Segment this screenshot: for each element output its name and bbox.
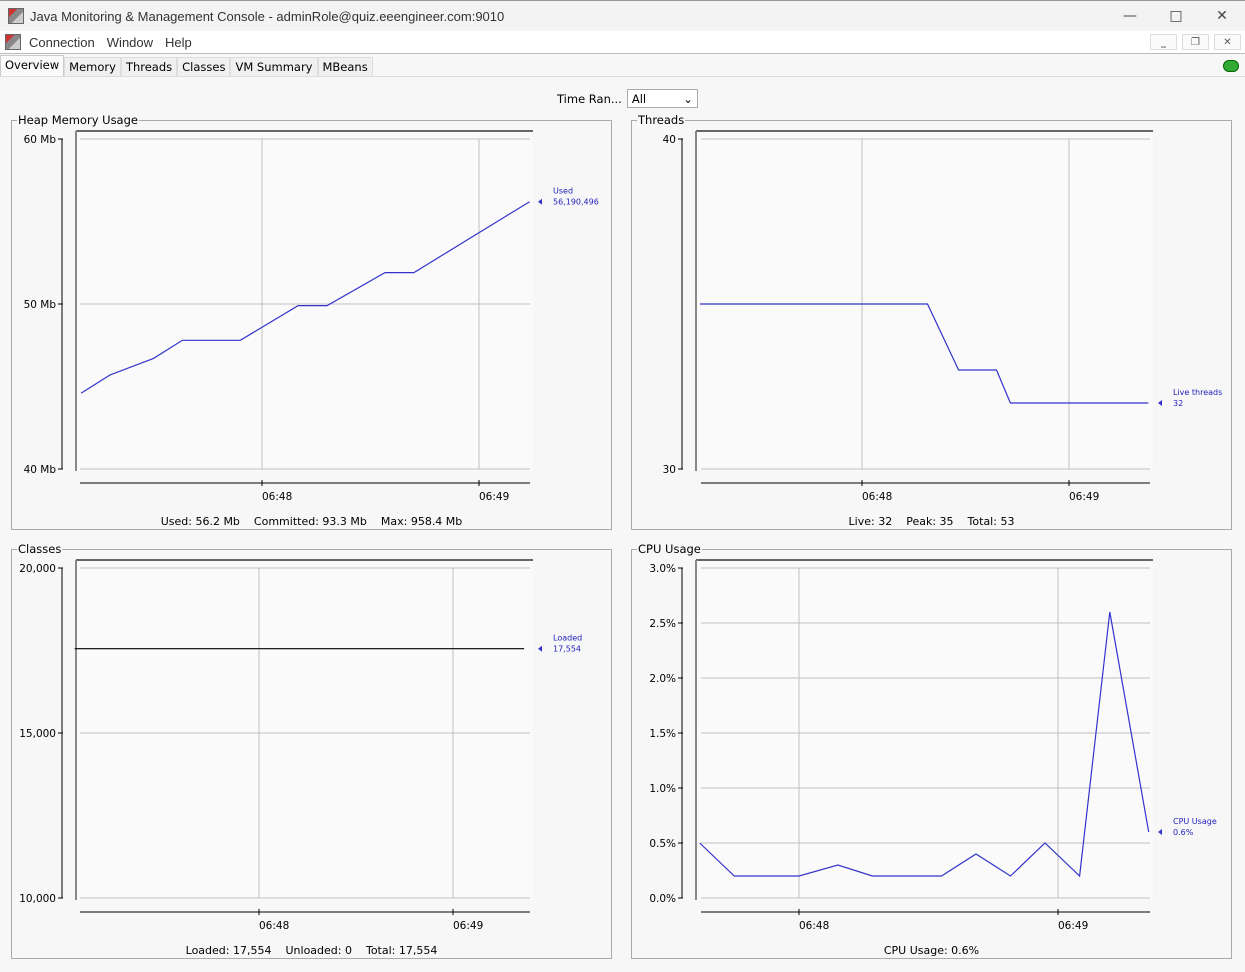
cpu-usage-panel: CPU Usage CPU Usage: 0.6% xyxy=(631,543,1232,959)
threads-peak: Peak: 35 xyxy=(906,515,954,528)
frame-restore-button[interactable]: ❐ xyxy=(1182,34,1209,50)
classes-unloaded: Unloaded: 0 xyxy=(285,944,352,957)
window-title: Java Monitoring & Management Console - a… xyxy=(30,8,505,24)
classes-panel: Classes Loaded: 17,554 Unloaded: 0 Total: … xyxy=(11,543,612,959)
tab-vm-summary[interactable]: VM Summary xyxy=(230,57,318,76)
heap-committed: Committed: 93.3 Mb xyxy=(253,515,367,528)
panel-title: CPU Usage xyxy=(637,542,702,556)
threads-total: Total: 53 xyxy=(967,515,1015,528)
heap-used: Used: 56.2 Mb xyxy=(160,515,240,528)
cpu-usage-value: CPU Usage: 0.6% xyxy=(883,944,980,957)
title-bar: Java Monitoring & Management Console - a… xyxy=(0,0,1245,31)
menu-connection[interactable]: Connection xyxy=(29,34,95,50)
menu-help[interactable]: Help xyxy=(165,34,192,50)
time-range: Time Ran... All ⌄ xyxy=(557,89,698,108)
frame-close-button[interactable]: ✕ xyxy=(1214,34,1241,50)
internal-frame-icon[interactable] xyxy=(5,34,21,50)
panel-title: Heap Memory Usage xyxy=(17,113,139,127)
heap-footer: Used: 56.2 Mb Committed: 93.3 Mb Max: 958.… xyxy=(12,515,611,528)
tab-overview[interactable]: Overview xyxy=(0,55,65,76)
tab-classes[interactable]: Classes xyxy=(177,57,231,76)
classes-total: Total: 17,554 xyxy=(365,944,438,957)
tab-bar: Overview Memory Threads Classes VM Summa… xyxy=(0,55,1245,77)
tab-threads[interactable]: Threads xyxy=(120,57,178,76)
chevron-down-icon: ⌄ xyxy=(683,91,693,106)
frame-minimize-button[interactable]: _ xyxy=(1150,34,1177,50)
close-button[interactable]: ✕ xyxy=(1216,8,1228,24)
cpu-footer: CPU Usage: 0.6% xyxy=(632,944,1231,957)
time-range-select[interactable]: All ⌄ xyxy=(626,89,698,108)
threads-panel: Threads Live: 32 Peak: 35 Total: 53 xyxy=(631,114,1232,530)
app-icon xyxy=(8,8,24,24)
heap-memory-panel: Heap Memory Usage Used: 56.2 Mb Committed… xyxy=(11,114,612,530)
connection-status-icon xyxy=(1223,60,1239,72)
maximize-button[interactable]: □ xyxy=(1169,8,1183,24)
menu-window[interactable]: Window xyxy=(106,34,154,50)
time-range-label: Time Ran... xyxy=(557,91,622,106)
heap-max: Max: 958.4 Mb xyxy=(380,515,463,528)
panel-title: Threads xyxy=(637,113,686,127)
tab-mbeans[interactable]: MBeans xyxy=(317,57,373,76)
time-range-value: All xyxy=(631,91,647,106)
threads-footer: Live: 32 Peak: 35 Total: 53 xyxy=(632,515,1231,528)
classes-loaded: Loaded: 17,554 xyxy=(185,944,272,957)
panel-title: Classes xyxy=(17,542,63,556)
minimize-button[interactable]: — xyxy=(1123,8,1137,24)
classes-footer: Loaded: 17,554 Unloaded: 0 Total: 17,554 xyxy=(12,944,611,957)
tab-memory[interactable]: Memory xyxy=(64,57,121,76)
threads-live: Live: 32 xyxy=(848,515,893,528)
menu-bar: Connection Window Help _ ❐ ✕ xyxy=(0,31,1245,54)
